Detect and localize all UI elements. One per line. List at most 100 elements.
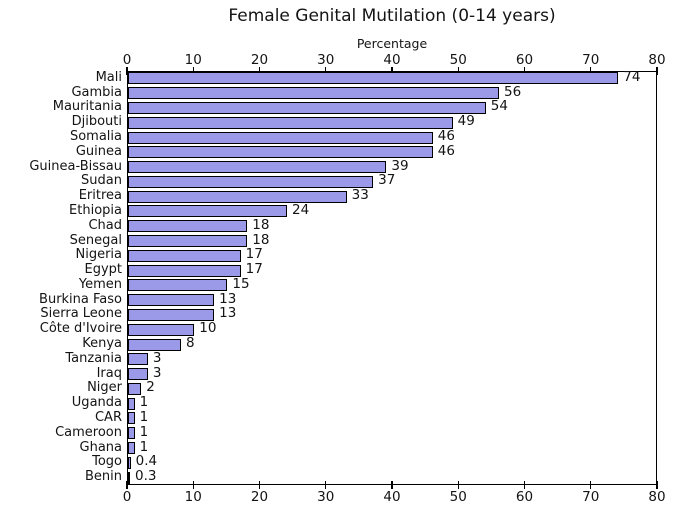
bar xyxy=(128,279,228,292)
value-label: 0.3 xyxy=(135,468,157,485)
value-label: 10 xyxy=(199,320,217,337)
bar xyxy=(128,190,347,203)
x-tick-label-bottom: 50 xyxy=(449,489,467,505)
category-label: Nigeria xyxy=(75,247,122,263)
bar xyxy=(128,249,241,262)
category-label: Togo xyxy=(92,454,122,470)
bar xyxy=(128,308,215,321)
value-label: 54 xyxy=(490,98,508,115)
category-label: Chad xyxy=(88,217,122,233)
x-tick-label-top: 80 xyxy=(648,52,666,68)
x-tick-mark-bottom xyxy=(656,481,658,489)
value-label: 33 xyxy=(351,187,369,204)
x-tick-label-top: 10 xyxy=(184,52,202,68)
bar xyxy=(128,235,248,248)
value-label: 13 xyxy=(219,290,237,307)
bar xyxy=(128,72,619,85)
value-label: 2 xyxy=(146,379,155,396)
category-label: Sudan xyxy=(81,173,122,189)
x-tick-mark-bottom xyxy=(391,481,393,489)
category-label: Ethiopia xyxy=(69,202,122,218)
value-label: 17 xyxy=(245,246,263,263)
bar xyxy=(128,382,142,395)
bar xyxy=(128,368,148,381)
value-label: 46 xyxy=(437,142,455,159)
value-label: 56 xyxy=(504,83,522,100)
category-label: Senegal xyxy=(69,232,122,248)
bar xyxy=(128,456,131,469)
x-tick-mark-bottom xyxy=(192,481,194,489)
category-label: Benin xyxy=(84,469,122,485)
category-label: Niger xyxy=(87,380,122,396)
category-label: Tanzania xyxy=(65,350,122,366)
x-tick-mark-bottom xyxy=(457,481,459,489)
value-label: 24 xyxy=(292,201,310,218)
bar xyxy=(128,220,248,233)
category-label: Uganda xyxy=(71,395,122,411)
category-label: Ghana xyxy=(79,439,123,455)
x-tick-label-top: 30 xyxy=(317,52,335,68)
x-tick-label-bottom: 20 xyxy=(250,489,269,505)
value-label: 8 xyxy=(186,335,195,352)
x-tick-label-bottom: 30 xyxy=(317,489,335,505)
value-label: 49 xyxy=(457,113,475,130)
bar xyxy=(128,427,135,440)
bar xyxy=(128,175,374,188)
x-tick-label-top: 50 xyxy=(449,52,467,68)
bar xyxy=(128,146,433,159)
category-label: Sierra Leone xyxy=(40,306,122,322)
category-label: Mauritania xyxy=(52,99,122,115)
bar xyxy=(128,353,148,366)
value-label: 18 xyxy=(252,216,270,233)
category-label: Eritrea xyxy=(78,188,122,204)
category-label: Cameroon xyxy=(55,424,122,440)
value-label: 3 xyxy=(152,349,162,366)
plot-area xyxy=(127,71,657,485)
category-label: Gambia xyxy=(71,84,122,100)
x-tick-label-bottom: 10 xyxy=(184,489,202,505)
value-label: 1 xyxy=(139,408,149,425)
value-label: 1 xyxy=(139,394,149,411)
category-label: Burkina Faso xyxy=(39,291,122,307)
value-label: 3 xyxy=(152,364,162,381)
category-label: Kenya xyxy=(82,336,122,352)
x-tick-label-top: 0 xyxy=(122,52,132,68)
chart-title: Female Genital Mutilation (0-14 years) xyxy=(228,6,556,26)
x-tick-label-bottom: 70 xyxy=(582,489,600,505)
value-label: 1 xyxy=(139,423,149,440)
bar xyxy=(128,161,387,174)
bar xyxy=(128,397,135,410)
value-label: 15 xyxy=(232,275,250,292)
x-tick-label-bottom: 60 xyxy=(515,489,534,505)
bar xyxy=(128,442,135,455)
value-label: 17 xyxy=(245,261,263,278)
category-label: Egypt xyxy=(84,262,122,278)
x-tick-mark-bottom xyxy=(325,481,327,489)
value-label: 37 xyxy=(378,172,396,189)
category-label: Guinea xyxy=(75,143,122,159)
bar xyxy=(128,264,241,277)
x-tick-mark-bottom xyxy=(523,481,526,489)
value-label: 39 xyxy=(391,157,409,174)
category-label: Somalia xyxy=(69,129,122,145)
category-label: Yemen xyxy=(78,276,122,292)
value-label: 0.4 xyxy=(135,453,158,470)
value-label: 18 xyxy=(252,231,270,248)
value-label: 1 xyxy=(139,438,149,455)
category-label: Mali xyxy=(95,69,122,85)
x-tick-label-bottom: 0 xyxy=(122,489,132,505)
value-label: 74 xyxy=(623,68,641,85)
bar xyxy=(128,205,287,218)
bar xyxy=(128,338,181,351)
value-label: 13 xyxy=(219,305,237,322)
bar xyxy=(128,412,135,425)
bar xyxy=(128,101,486,114)
value-label: 46 xyxy=(437,128,455,145)
axis-title-percentage: Percentage xyxy=(356,36,428,51)
bar xyxy=(128,131,433,144)
x-tick-label-top: 70 xyxy=(582,52,600,68)
x-tick-mark-bottom xyxy=(590,481,592,489)
x-tick-label-top: 20 xyxy=(250,52,269,68)
bar xyxy=(128,87,499,100)
